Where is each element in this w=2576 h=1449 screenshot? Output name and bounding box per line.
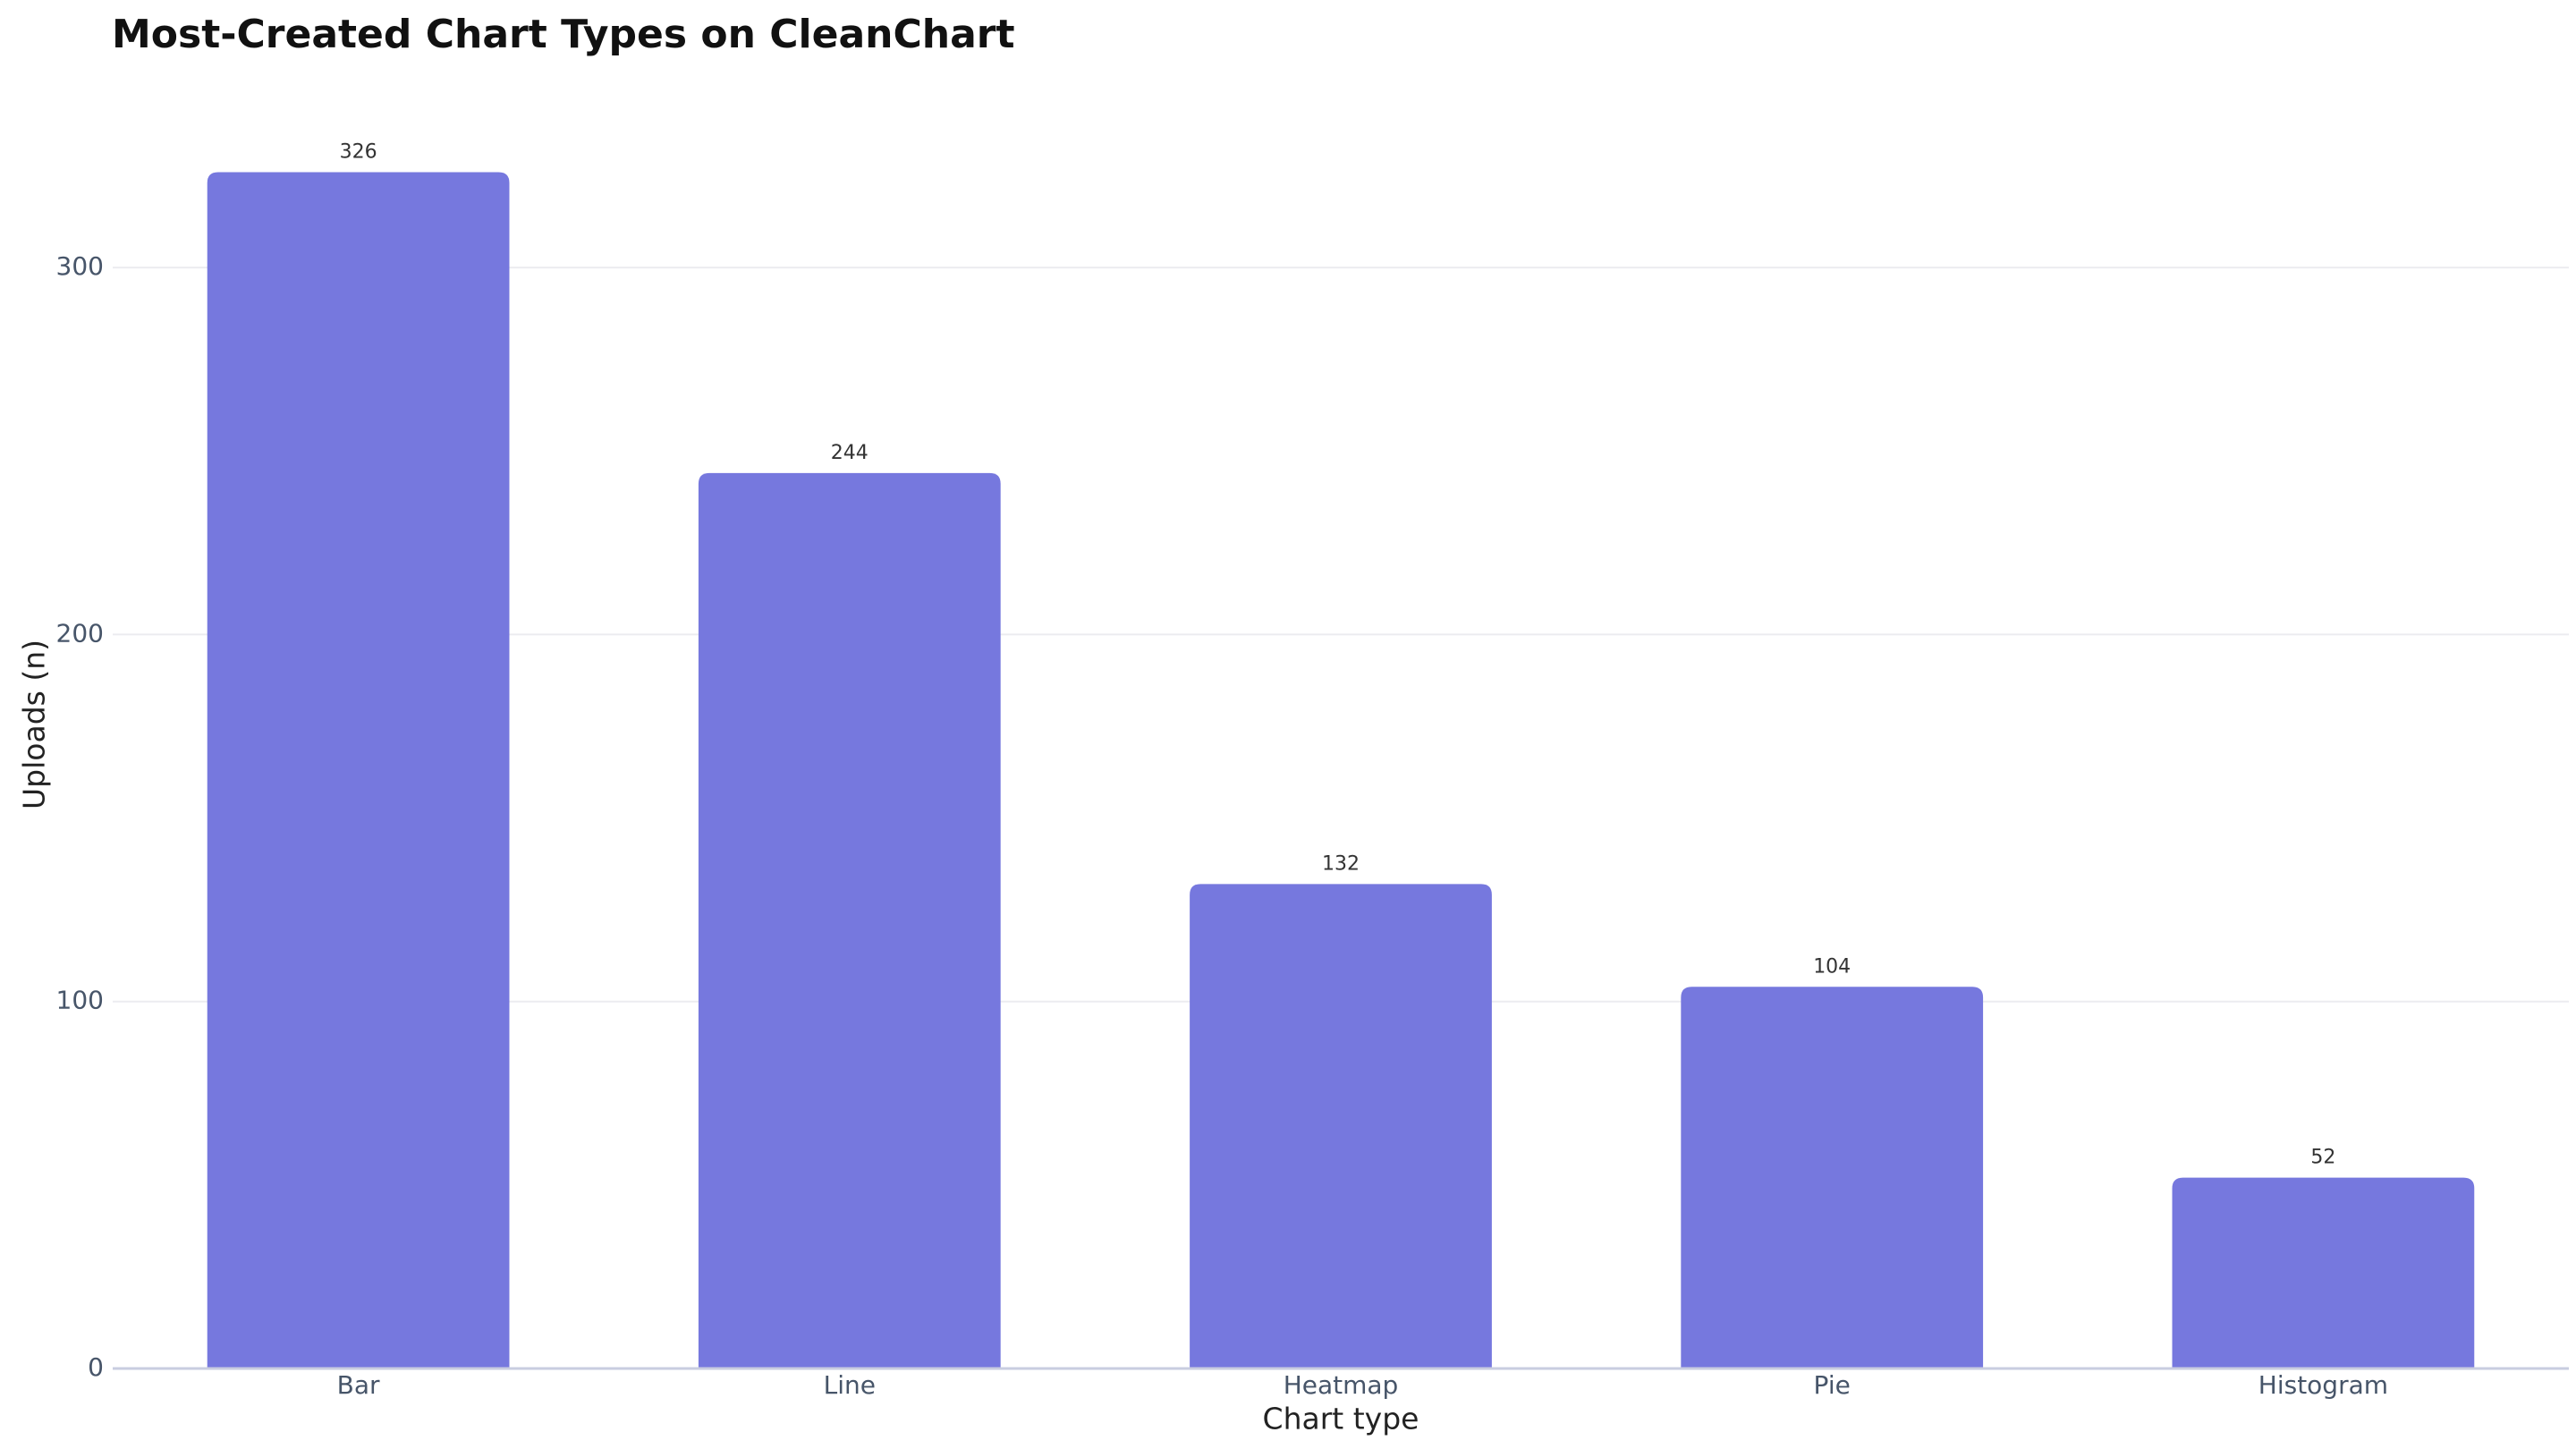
bar <box>207 172 510 1369</box>
value-label: 104 <box>1813 955 1851 978</box>
y-tick-label: 200 <box>56 618 104 648</box>
value-label: 52 <box>2310 1147 2335 1169</box>
bar <box>1681 987 1984 1368</box>
bar <box>1190 884 1492 1368</box>
y-tick-label: 100 <box>56 986 104 1015</box>
y-tick-label: 0 <box>88 1352 104 1382</box>
x-tick-label: Bar <box>337 1370 380 1400</box>
y-tick-label: 300 <box>56 251 104 281</box>
bar <box>698 472 1001 1368</box>
chart-title: Most-Created Chart Types on CleanChart <box>112 12 1015 57</box>
x-axis-title: Chart type <box>1263 1402 1419 1436</box>
value-label: 132 <box>1322 852 1360 875</box>
value-label: 326 <box>340 140 377 163</box>
value-label: 244 <box>831 442 869 464</box>
x-tick-label: Line <box>824 1370 876 1400</box>
x-tick-label: Pie <box>1814 1370 1851 1400</box>
bar <box>2172 1177 2475 1368</box>
y-axis-title: Uploads (n) <box>17 640 52 809</box>
x-tick-label: Histogram <box>2258 1370 2388 1400</box>
x-tick-label: Heatmap <box>1284 1370 1399 1400</box>
